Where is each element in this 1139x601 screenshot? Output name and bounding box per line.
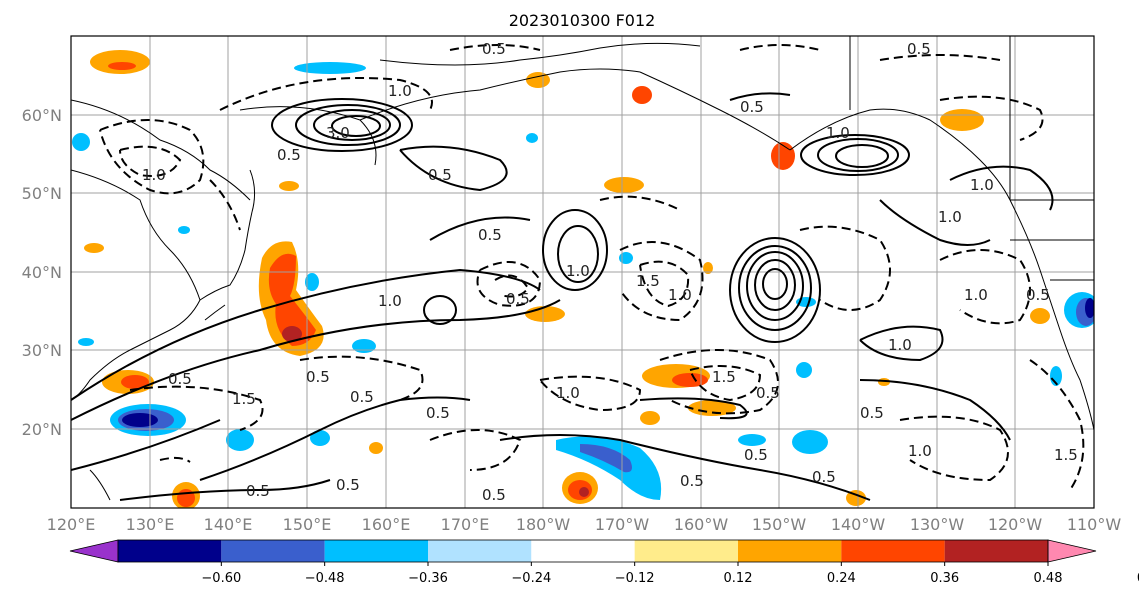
colorbar-ticks: −0.60 −0.48 −0.36 −0.24 −0.12 0.12 0.24 0.36 0.4… xyxy=(201,562,1139,586)
colorbar-tick-label: 0.60 xyxy=(1137,571,1139,586)
contour-label: 1.0 xyxy=(556,384,580,402)
contour-label: 0.5 xyxy=(860,404,884,422)
colorbar-tick-label: −0.24 xyxy=(511,571,551,586)
colorbar-segment xyxy=(324,540,428,562)
plot-title: 2023010300 F012 xyxy=(509,11,656,30)
contour-label: 0.5 xyxy=(482,486,506,504)
lon-label: 150°E xyxy=(283,515,332,534)
contour-label: 0.5 xyxy=(428,166,452,184)
contour-label: 0.5 xyxy=(246,482,270,500)
lon-label: 160°E xyxy=(362,515,411,534)
lon-label: 120°E xyxy=(47,515,96,534)
lon-label: 150°W xyxy=(752,515,807,534)
colorbar-outline xyxy=(117,539,1049,563)
contour-label: 1.0 xyxy=(970,176,994,194)
contour-label: 0.5 xyxy=(907,40,931,58)
contour-label: 0.5 xyxy=(426,404,450,422)
lon-label: 160°W xyxy=(674,515,729,534)
lat-label: 40°N xyxy=(22,263,62,282)
map-area: 0.5 0.5 3.0 1.0 0.5 1.0 1.0 0.5 1.0 1.0 … xyxy=(71,36,1094,508)
contour-label: 1.0 xyxy=(908,442,932,460)
lat-label: 60°N xyxy=(22,106,62,125)
latitude-labels: 60°N 50°N 40°N 30°N 20°N xyxy=(22,106,62,439)
contour-label: 0.5 xyxy=(680,472,704,490)
contour-label: 1.0 xyxy=(826,124,850,142)
lon-label: 140°E xyxy=(204,515,253,534)
contour-label: 1.0 xyxy=(888,336,912,354)
contour-label: 0.5 xyxy=(812,468,836,486)
longitude-labels: 120°E 130°E 140°E 150°E 160°E 170°E 180°… xyxy=(47,515,1122,534)
colorbar-segment xyxy=(428,540,532,562)
contour-label: 1.5 xyxy=(1054,446,1078,464)
lon-label: 140°W xyxy=(831,515,886,534)
colorbar-tick-label: −0.12 xyxy=(615,571,655,586)
colorbar-segment xyxy=(738,540,842,562)
colorbar-segment xyxy=(531,540,635,562)
colorbar-tick-label: −0.60 xyxy=(201,571,241,586)
lon-label: 110°W xyxy=(1067,515,1122,534)
lon-label: 120°W xyxy=(988,515,1043,534)
colorbar-extend-low xyxy=(69,539,119,563)
contour-label: 0.5 xyxy=(350,388,374,406)
contour-label: 1.5 xyxy=(636,272,660,290)
contour-label: 0.5 xyxy=(740,98,764,116)
contour-label: 0.5 xyxy=(744,446,768,464)
contour-label: 0.5 xyxy=(168,370,192,388)
colorbar-segment xyxy=(221,540,325,562)
contour-label: 1.5 xyxy=(712,368,736,386)
lat-label: 50°N xyxy=(22,184,62,203)
lon-label: 130°E xyxy=(126,515,175,534)
map-frame xyxy=(70,35,1095,509)
colorbar-tick-label: 0.48 xyxy=(1034,571,1063,586)
contour-label: 0.5 xyxy=(277,146,301,164)
colorbar xyxy=(69,539,1097,563)
contour-label: 3.0 xyxy=(326,124,350,142)
contour-labels: 0.5 0.5 3.0 1.0 0.5 1.0 1.0 0.5 1.0 1.0 … xyxy=(142,40,1078,504)
contour-label: 0.5 xyxy=(506,290,530,308)
lon-label: 180°W xyxy=(516,515,571,534)
lon-label: 170°E xyxy=(441,515,490,534)
colorbar-segment xyxy=(634,540,738,562)
lon-label: 130°W xyxy=(910,515,965,534)
colorbar-tick-label: 0.24 xyxy=(827,571,856,586)
contour-label: 1.0 xyxy=(668,286,692,304)
contour-label: 1.0 xyxy=(566,262,590,280)
colorbar-tick-label: −0.36 xyxy=(408,571,448,586)
contour-label: 0.5 xyxy=(478,226,502,244)
negative-anomaly-shading xyxy=(72,62,1094,500)
contour-label: 0.5 xyxy=(336,476,360,494)
contour-label: 0.5 xyxy=(482,40,506,58)
colorbar-segment xyxy=(118,540,222,562)
contour-label: 1.5 xyxy=(232,390,256,408)
colorbar-tick-label: 0.36 xyxy=(930,571,959,586)
contour-label: 0.5 xyxy=(1026,286,1050,304)
lat-label: 20°N xyxy=(22,420,62,439)
negative-contours xyxy=(99,44,1085,491)
contour-label: 0.5 xyxy=(306,368,330,386)
colorbar-tick-label: −0.48 xyxy=(305,571,345,586)
contour-label: 1.0 xyxy=(142,166,166,184)
positive-contours xyxy=(71,92,1054,501)
contour-label: 1.0 xyxy=(964,286,988,304)
colorbar-extend-high xyxy=(1047,539,1097,563)
contour-label: 1.0 xyxy=(938,208,962,226)
colorbar-tick-label: 0.12 xyxy=(724,571,753,586)
colorbar-segment xyxy=(841,540,945,562)
colorbar-segment xyxy=(944,540,1048,562)
contour-label: 1.0 xyxy=(388,82,412,100)
lon-label: 170°W xyxy=(595,515,650,534)
contour-label: 0.5 xyxy=(756,384,780,402)
contour-label: 1.0 xyxy=(378,292,402,310)
lat-label: 30°N xyxy=(22,341,62,360)
